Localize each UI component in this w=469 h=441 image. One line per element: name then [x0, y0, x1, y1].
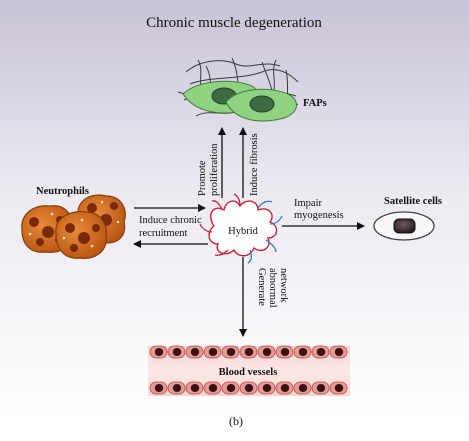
faps-label: FAPs	[303, 98, 327, 109]
hybrid-label: Hybrid	[228, 226, 258, 237]
recruit-label-line1: Induce chronic	[139, 215, 202, 226]
endothelial-nucleus	[298, 384, 308, 392]
induce-fibrosis-label: Induce fibrosis	[249, 133, 260, 196]
endothelial-nucleus	[262, 384, 272, 392]
satellite-cell	[373, 211, 435, 241]
network-label-line2: abnormal	[267, 268, 278, 308]
figure-caption: (b)	[229, 414, 243, 428]
generate-network-label: Generate abnormal network	[256, 268, 289, 308]
vessel-wall-top	[149, 345, 348, 359]
endothelial-nucleus	[316, 384, 326, 392]
promote-proliferation-label: Promote proliferation	[197, 143, 220, 196]
recruit-label-line2: recruitment	[139, 228, 187, 239]
endothelial-nucleus	[208, 348, 218, 356]
endothelial-nucleus	[154, 348, 164, 356]
endothelial-nucleus	[226, 384, 236, 392]
induce-fibrosis-label-group: Induce fibrosis	[249, 133, 260, 196]
vessel-wall-bottom	[149, 381, 348, 395]
promote-label-line1: Promote	[197, 160, 208, 196]
network-label-line1: Generate	[256, 268, 267, 306]
blood-vessels-label: Blood vessels	[219, 367, 278, 378]
hybrid-cell	[199, 193, 283, 264]
endothelial-nucleus	[334, 348, 344, 356]
endothelial-nucleus	[244, 384, 254, 392]
diagram-title: Chronic muscle degeneration	[146, 15, 322, 31]
endothelial-nucleus	[172, 348, 182, 356]
endothelial-nucleus	[208, 384, 218, 392]
endothelial-nucleus	[298, 348, 308, 356]
endothelial-nucleus	[334, 384, 344, 392]
endothelial-nucleus	[280, 348, 290, 356]
promote-label-line2: proliferation	[209, 143, 220, 196]
endothelial-nucleus	[316, 348, 326, 356]
endothelial-nucleus	[190, 384, 200, 392]
neutrophil-cell	[55, 211, 107, 259]
endothelial-nucleus	[226, 348, 236, 356]
endothelial-nucleus	[190, 348, 200, 356]
satellite-cells-label: Satellite cells	[384, 196, 442, 207]
endothelial-nucleus	[244, 348, 254, 356]
impair-label-line1: Impair	[294, 198, 322, 209]
neutrophils-illustration	[21, 194, 126, 259]
faps-illustration	[177, 57, 299, 122]
satellite-nucleus	[393, 218, 416, 234]
network-label-line3: network	[278, 268, 289, 303]
blood-vessel	[148, 345, 350, 396]
endothelial-nucleus	[154, 384, 164, 392]
endothelial-nucleus	[172, 384, 182, 392]
endothelial-nucleus	[262, 348, 272, 356]
impair-label-line2: myogenesis	[294, 210, 344, 221]
neutrophils-label: Neutrophils	[36, 186, 89, 197]
fap-nucleus	[249, 95, 275, 113]
endothelial-nucleus	[280, 384, 290, 392]
